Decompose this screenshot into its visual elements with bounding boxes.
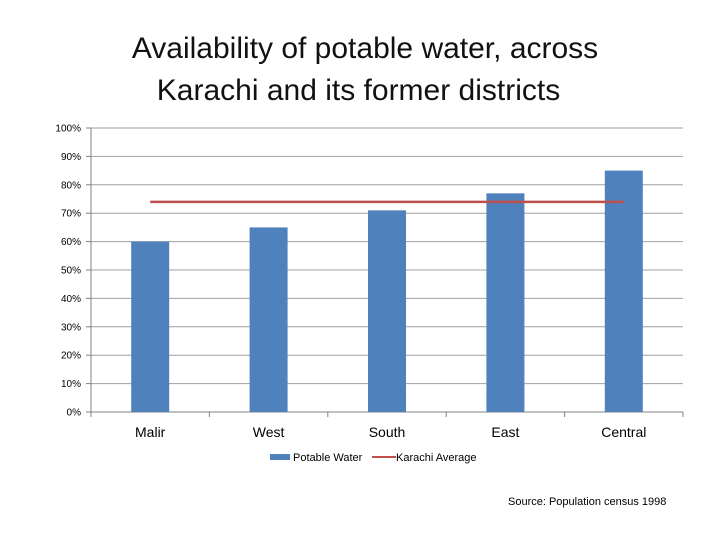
y-tick-label: 70% [61, 209, 81, 220]
y-tick-label: 0% [67, 408, 82, 419]
legend-label-karachi-average: Karachi Average [396, 452, 477, 464]
chart-title-line-1: Availability of potable water, across [131, 32, 599, 65]
bar-east [486, 193, 525, 412]
y-tick-label: 80% [61, 180, 81, 191]
x-tick-label: Malir [135, 424, 166, 440]
y-tick-label: 30% [61, 322, 81, 333]
bar-west [249, 227, 288, 412]
bar-malir [131, 241, 170, 412]
y-tick-label: 60% [61, 237, 81, 248]
bar-south [368, 210, 406, 412]
x-tick-label: East [491, 424, 519, 440]
x-tick-label: Central [601, 424, 646, 440]
bar-central [604, 170, 643, 412]
y-tick-label: 100% [55, 124, 81, 135]
chart-title-line-2: Karachi and its former districts [156, 74, 561, 107]
legend-label-potable-water: Potable Water [293, 452, 363, 464]
y-tick-label: 90% [61, 152, 81, 163]
x-tick-label: South [369, 424, 406, 440]
chart-title: Availability of potable water, across Ka… [0, 28, 720, 112]
legend-swatch-potable-water [270, 454, 290, 460]
y-tick-label: 40% [61, 294, 81, 305]
y-tick-label: 10% [61, 379, 81, 390]
x-tick-label: West [253, 424, 285, 440]
y-tick-label: 20% [61, 351, 81, 362]
source-note: Source: Population census 1998 [508, 496, 667, 508]
y-tick-label: 50% [61, 266, 81, 277]
